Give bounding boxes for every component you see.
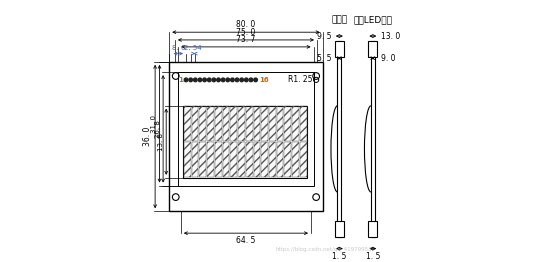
Text: 73. 7: 73. 7 xyxy=(236,35,256,44)
Bar xyxy=(285,143,291,177)
Text: 9. 5: 9. 5 xyxy=(317,31,331,41)
Text: 26. 8: 26. 8 xyxy=(155,120,161,138)
Circle shape xyxy=(203,78,206,82)
Circle shape xyxy=(254,78,258,82)
Bar xyxy=(178,72,314,185)
Bar xyxy=(269,106,276,141)
Text: 75. 0: 75. 0 xyxy=(236,28,256,37)
Bar xyxy=(207,106,214,141)
Bar xyxy=(184,143,191,177)
Bar xyxy=(269,143,276,177)
Bar xyxy=(277,143,284,177)
Text: 13. 8: 13. 8 xyxy=(158,133,164,151)
Bar xyxy=(238,106,245,141)
Bar xyxy=(246,143,253,177)
Text: 8. 0: 8. 0 xyxy=(171,45,185,51)
Bar xyxy=(223,106,229,141)
Bar xyxy=(230,143,237,177)
Bar xyxy=(191,106,198,141)
Text: 1. 5: 1. 5 xyxy=(332,252,346,261)
Circle shape xyxy=(212,78,216,82)
Text: 1. 5: 1. 5 xyxy=(366,252,380,261)
Circle shape xyxy=(216,78,220,82)
Bar xyxy=(184,106,191,141)
Bar xyxy=(277,106,284,141)
Bar xyxy=(292,106,299,141)
Text: 13. 0: 13. 0 xyxy=(381,31,400,41)
Bar xyxy=(223,143,229,177)
Bar xyxy=(335,41,344,57)
Circle shape xyxy=(249,78,253,82)
Bar xyxy=(169,62,322,211)
Circle shape xyxy=(194,78,197,82)
Bar xyxy=(207,143,214,177)
Bar xyxy=(335,221,344,237)
Text: 底盘LED背光: 底盘LED背光 xyxy=(354,15,392,24)
Circle shape xyxy=(235,78,239,82)
Circle shape xyxy=(184,78,188,82)
Bar xyxy=(246,106,253,141)
Bar xyxy=(215,143,221,177)
Circle shape xyxy=(198,78,202,82)
Bar xyxy=(337,41,341,237)
Bar xyxy=(292,143,299,177)
Text: 31. 0: 31. 0 xyxy=(151,115,157,133)
Circle shape xyxy=(226,78,230,82)
Circle shape xyxy=(245,78,248,82)
Bar xyxy=(261,143,268,177)
Text: 5. 5: 5. 5 xyxy=(317,54,331,63)
Bar xyxy=(199,106,206,141)
Circle shape xyxy=(240,78,244,82)
Text: https://blog.csdn.net/qq_41979953: https://blog.csdn.net/qq_41979953 xyxy=(276,247,372,253)
Circle shape xyxy=(221,78,225,82)
Circle shape xyxy=(231,78,234,82)
Bar xyxy=(191,143,198,177)
Text: 无背光: 无背光 xyxy=(331,15,347,24)
Text: R1. 25: R1. 25 xyxy=(288,75,312,84)
Bar xyxy=(184,106,307,178)
Bar xyxy=(369,41,377,57)
Bar xyxy=(254,143,260,177)
Bar xyxy=(300,143,306,177)
Bar xyxy=(371,41,375,237)
Bar xyxy=(215,106,221,141)
Bar xyxy=(238,143,245,177)
Bar xyxy=(300,106,306,141)
Circle shape xyxy=(189,78,193,82)
Text: 1: 1 xyxy=(178,77,183,83)
Text: 64. 5: 64. 5 xyxy=(236,236,256,245)
Circle shape xyxy=(208,78,211,82)
Bar xyxy=(254,106,260,141)
Bar xyxy=(199,143,206,177)
Bar xyxy=(369,221,377,237)
Bar xyxy=(261,106,268,141)
Bar xyxy=(230,106,237,141)
Bar xyxy=(285,106,291,141)
Text: 80. 0: 80. 0 xyxy=(236,20,255,29)
Text: 36. 0: 36. 0 xyxy=(143,127,152,146)
Text: 16: 16 xyxy=(259,77,268,83)
Text: 2. 54: 2. 54 xyxy=(184,45,202,51)
Text: 9. 0: 9. 0 xyxy=(381,54,395,63)
